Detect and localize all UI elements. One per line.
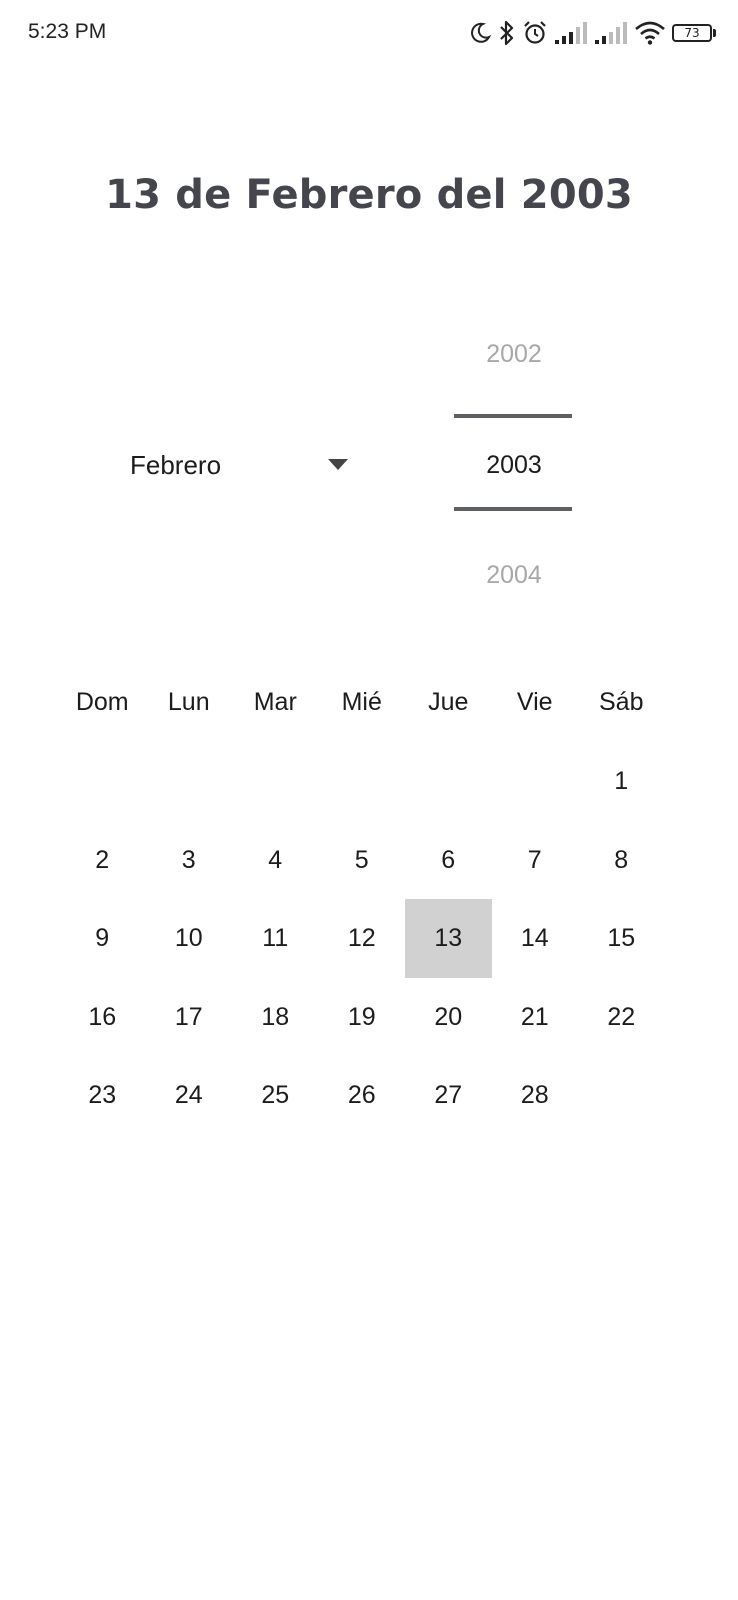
weekday-label: Dom: [75, 688, 129, 716]
day-cell-empty: [146, 742, 233, 821]
day-cell-empty: [578, 1056, 665, 1135]
day-cell[interactable]: 25: [261, 1081, 290, 1109]
bluetooth-icon: [498, 20, 516, 46]
day-cell[interactable]: 2: [95, 845, 110, 874]
day-cell-empty: [492, 742, 579, 821]
weekday-label: Mié: [341, 688, 382, 716]
month-selected-label: Febrero: [130, 449, 222, 480]
day-cell[interactable]: 18: [261, 1002, 290, 1031]
selected-date-title: 13 de Febrero del 2003: [105, 172, 633, 218]
day-cell[interactable]: 11: [262, 924, 289, 952]
day-cell[interactable]: 10: [174, 924, 203, 952]
status-bar: 5:23 PM 73: [0, 0, 738, 66]
week-row: 16 17 18 19 20 21 22: [59, 978, 665, 1057]
day-cell[interactable]: 6: [441, 845, 456, 874]
day-cell[interactable]: 22: [607, 1002, 636, 1031]
day-cell[interactable]: 27: [434, 1081, 463, 1109]
day-cell[interactable]: 20: [434, 1002, 463, 1031]
day-cell[interactable]: 12: [347, 924, 376, 952]
status-time: 5:23 PM: [28, 20, 107, 43]
week-row: 9 10 11 12 13 14 15: [59, 899, 665, 978]
day-cell[interactable]: 16: [88, 1002, 117, 1031]
week-row: 1: [59, 742, 665, 821]
day-cell[interactable]: 3: [181, 845, 196, 874]
weekday-label: Lun: [167, 688, 210, 716]
day-cell[interactable]: 9: [95, 924, 110, 952]
day-cell[interactable]: 21: [520, 1002, 549, 1031]
day-cell[interactable]: 5: [354, 845, 369, 874]
day-cell-empty: [232, 742, 319, 821]
year-divider-bottom: [454, 507, 572, 511]
weekday-label: Vie: [516, 688, 553, 716]
week-row: 2 3 4 5 6 7 8: [59, 821, 665, 900]
day-cell[interactable]: 8: [614, 845, 629, 874]
day-cell[interactable]: 24: [174, 1081, 203, 1109]
year-option-next[interactable]: 2004: [486, 561, 542, 589]
day-cell[interactable]: 1: [614, 767, 629, 795]
signal-icon: [554, 21, 588, 45]
day-cell[interactable]: 4: [268, 845, 283, 874]
day-cell[interactable]: 7: [527, 845, 542, 874]
day-cell[interactable]: 19: [347, 1002, 376, 1031]
signal-icon: [594, 21, 628, 45]
battery-icon: 73: [672, 23, 716, 43]
day-cell-empty: [405, 742, 492, 821]
day-cell[interactable]: 17: [174, 1002, 203, 1031]
battery-level: 73: [672, 24, 712, 42]
weekday-label: Sáb: [599, 688, 644, 716]
status-icons: 73: [468, 18, 716, 48]
day-cell[interactable]: 15: [607, 924, 636, 952]
day-cell-empty: [319, 742, 406, 821]
weekday-label: Mar: [253, 688, 297, 716]
weekday-label: Jue: [428, 688, 469, 716]
battery-tip: [713, 29, 716, 37]
week-row: 23 24 25 26 27 28: [59, 1056, 665, 1135]
day-cell[interactable]: 14: [520, 924, 549, 952]
calendar-grid: Dom Lun Mar Mié Jue Vie Sáb 1 2 3 4 5 6 …: [59, 662, 665, 1135]
day-cell[interactable]: 28: [520, 1081, 549, 1109]
year-picker[interactable]: 2002 2003 2004: [454, 320, 574, 610]
day-cell-empty: [59, 742, 146, 821]
year-option-selected[interactable]: 2003: [486, 451, 542, 479]
day-cell[interactable]: 23: [88, 1081, 117, 1109]
year-option-previous[interactable]: 2002: [486, 340, 542, 368]
day-cell-selected[interactable]: 13: [405, 899, 492, 978]
month-dropdown[interactable]: Febrero: [112, 440, 362, 490]
weekday-header-row: Dom Lun Mar Mié Jue Vie Sáb: [59, 662, 665, 742]
moon-icon: [468, 21, 492, 45]
alarm-icon: [522, 20, 548, 46]
day-cell[interactable]: 26: [347, 1081, 376, 1109]
caret-down-icon: [328, 459, 348, 470]
wifi-icon: [634, 21, 666, 45]
year-divider-top: [454, 414, 572, 418]
